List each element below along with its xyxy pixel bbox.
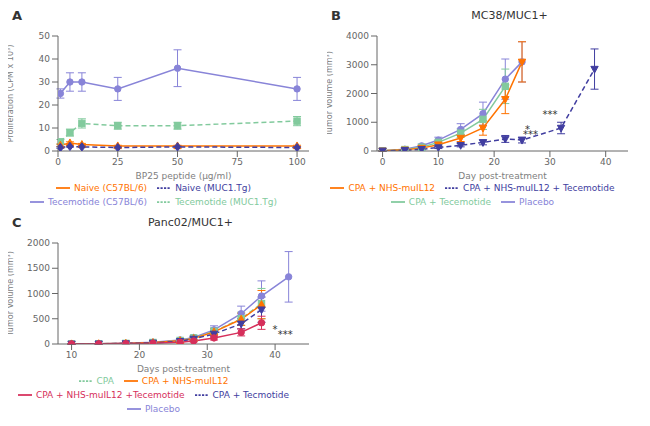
svg-text:***: *** bbox=[278, 329, 293, 340]
html-text:C: C bbox=[12, 215, 22, 230]
svg-text:1500: 1500 bbox=[27, 263, 50, 273]
svg-text:Day post-treatment: Day post-treatment bbox=[458, 171, 547, 181]
html-text:Naive (MUC1.Tg): Naive (MUC1.Tg) bbox=[175, 182, 252, 193]
html-text:Placebo: Placebo bbox=[144, 403, 181, 414]
html-text:CPA: CPA bbox=[96, 375, 114, 386]
html-text:B: B bbox=[331, 8, 341, 23]
svg-text:4000: 4000 bbox=[346, 31, 369, 41]
svg-text:0: 0 bbox=[55, 157, 61, 167]
svg-text:Days post-treatment: Days post-treatment bbox=[137, 364, 231, 374]
html-text:CPA + NHS-muIL12: CPA + NHS-muIL12 bbox=[348, 182, 436, 193]
svg-text:2000: 2000 bbox=[346, 89, 369, 99]
html-text:CPA + Tecmotide: CPA + Tecmotide bbox=[212, 389, 290, 400]
svg-text:0: 0 bbox=[44, 339, 50, 349]
svg-text:3000: 3000 bbox=[346, 60, 369, 70]
svg-text:10: 10 bbox=[39, 123, 51, 133]
svg-text:0: 0 bbox=[380, 157, 386, 167]
svg-text:40: 40 bbox=[600, 157, 612, 167]
svg-text:40: 40 bbox=[269, 350, 281, 360]
svg-text:1000: 1000 bbox=[346, 117, 369, 127]
html-text:Placebo: Placebo bbox=[519, 196, 555, 207]
svg-text:20: 20 bbox=[39, 100, 51, 110]
svg-text:30: 30 bbox=[39, 77, 51, 87]
svg-text:10: 10 bbox=[66, 350, 78, 360]
svg-text:30: 30 bbox=[544, 157, 556, 167]
html-text:MC38/MUC1+: MC38/MUC1+ bbox=[471, 9, 548, 22]
html-text:Tecemotide (MUC1.Tg): Tecemotide (MUC1.Tg) bbox=[175, 196, 277, 207]
svg-text:1000: 1000 bbox=[27, 289, 50, 299]
svg-text:0: 0 bbox=[363, 146, 369, 156]
svg-text:100: 100 bbox=[288, 157, 305, 167]
svg-text:30: 30 bbox=[202, 350, 214, 360]
svg-text:Tumor Volume (mm³): Tumor Volume (mm³) bbox=[327, 51, 334, 137]
svg-text:50: 50 bbox=[39, 31, 51, 41]
svg-text:***: *** bbox=[542, 109, 557, 120]
html-text:Panc02/MUC1+: Panc02/MUC1+ bbox=[148, 216, 233, 229]
svg-text:0: 0 bbox=[44, 146, 50, 156]
svg-text:25: 25 bbox=[112, 157, 123, 167]
html-text:CPA + NHS-muIL12 + Tecemotide: CPA + NHS-muIL12 + Tecemotide bbox=[463, 182, 615, 193]
html-text:Naive (C57BL/6): Naive (C57BL/6) bbox=[73, 182, 148, 193]
svg-text:500: 500 bbox=[33, 314, 50, 324]
svg-text:Proliferation (CPM x 10³): Proliferation (CPM x 10³) bbox=[8, 45, 15, 143]
svg-text:***: *** bbox=[523, 129, 538, 140]
html-text:A: A bbox=[12, 8, 23, 23]
svg-text:BP25 peptide (μg/ml): BP25 peptide (μg/ml) bbox=[136, 171, 232, 181]
html-text:Tecemotide (C57BL/6): Tecemotide (C57BL/6) bbox=[48, 196, 148, 207]
html-text:CPA + NHS-muIL12 +Tecemotide: CPA + NHS-muIL12 +Tecemotide bbox=[35, 389, 185, 400]
svg-text:2000: 2000 bbox=[27, 238, 50, 248]
svg-text:20: 20 bbox=[134, 350, 146, 360]
html-text:CPA + NHS-muIL12: CPA + NHS-muIL12 bbox=[141, 375, 229, 386]
svg-text:Tumor Volume (mm³): Tumor Volume (mm³) bbox=[8, 251, 15, 337]
svg-text:40: 40 bbox=[39, 54, 51, 64]
svg-text:20: 20 bbox=[488, 157, 500, 167]
svg-text:10: 10 bbox=[433, 157, 445, 167]
svg-text:50: 50 bbox=[172, 157, 184, 167]
svg-text:75: 75 bbox=[232, 157, 243, 167]
html-text:CPA + Tecemotide: CPA + Tecemotide bbox=[408, 196, 491, 207]
